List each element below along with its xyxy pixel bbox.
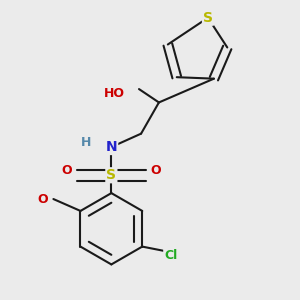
Text: S: S: [203, 11, 213, 25]
Text: H: H: [81, 136, 91, 149]
Text: O: O: [151, 164, 161, 177]
Text: O: O: [61, 164, 72, 177]
Text: N: N: [106, 140, 117, 154]
Text: Cl: Cl: [164, 249, 177, 262]
Text: O: O: [38, 193, 48, 206]
Text: HO: HO: [104, 87, 125, 100]
Text: S: S: [106, 168, 116, 182]
